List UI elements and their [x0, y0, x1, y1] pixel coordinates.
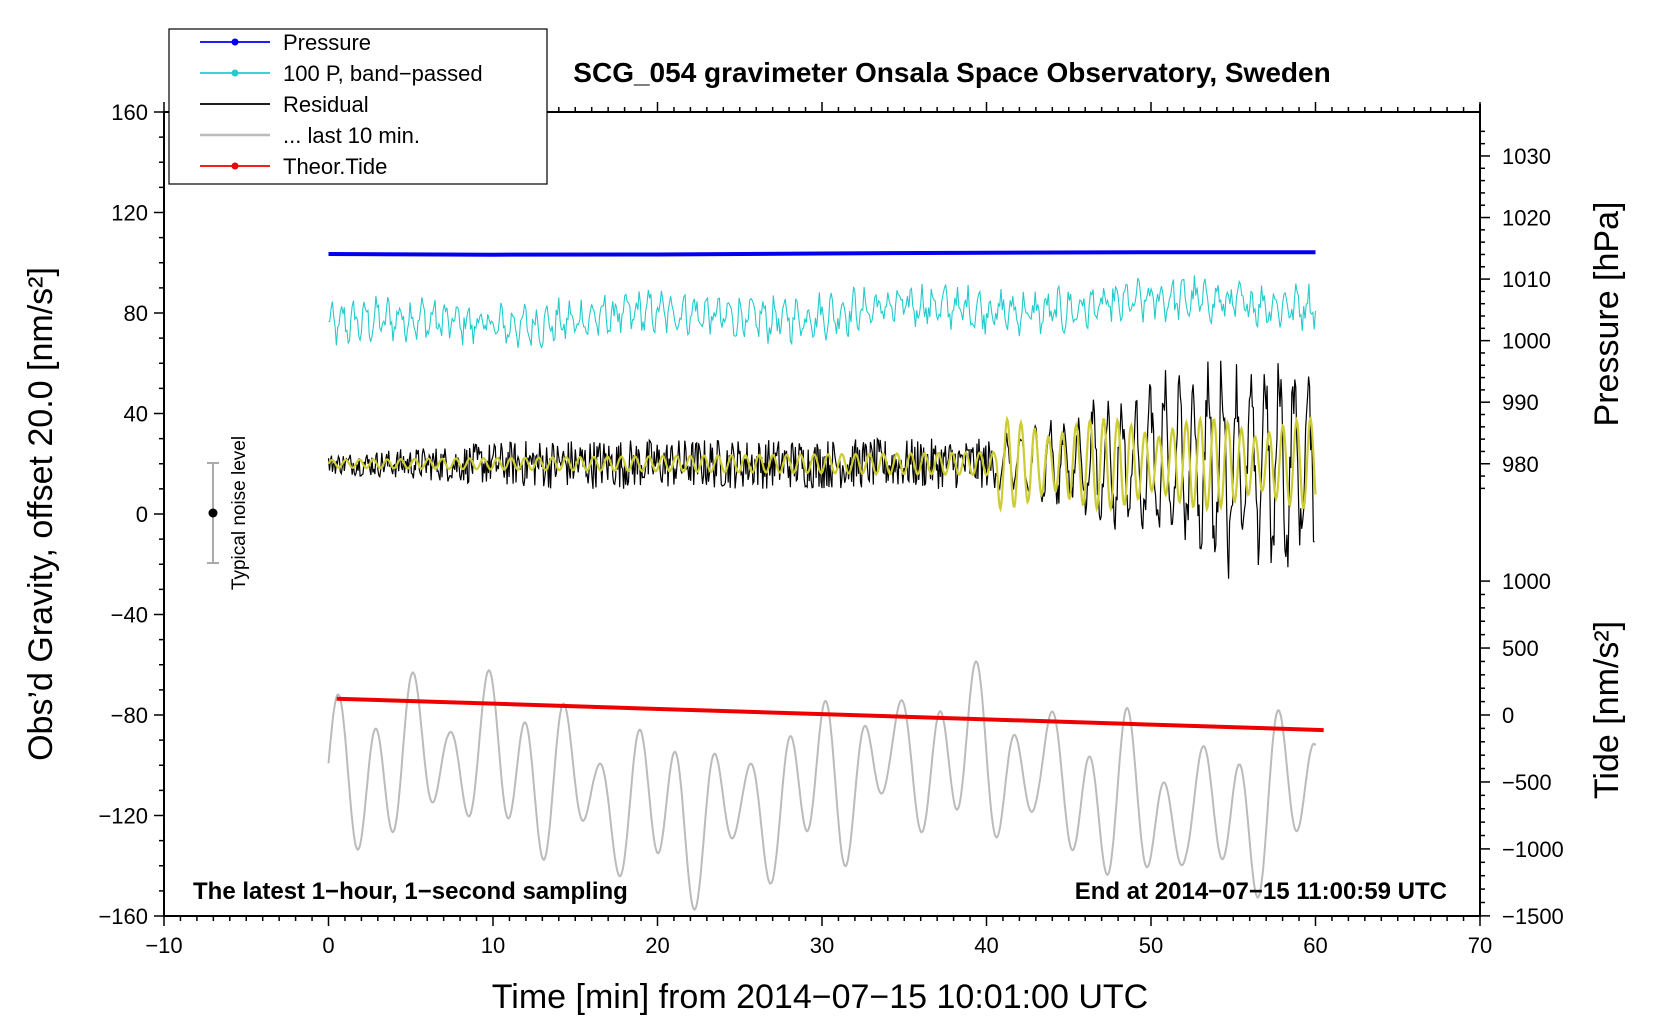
y-tick-label: −160 [98, 904, 148, 929]
tide-tick-label: 500 [1502, 636, 1539, 661]
legend-marker [231, 69, 239, 77]
x-tick-label: 30 [810, 933, 834, 958]
noise-label: Typical noise level [229, 436, 250, 590]
x-tick-label: 0 [322, 933, 334, 958]
y-tick-label: 0 [136, 502, 148, 527]
pressure-tick-labels: 1030 1020 1010 1000 990 980 [1502, 144, 1551, 477]
x-tick-label: 10 [481, 933, 505, 958]
legend-label: Pressure [283, 30, 371, 55]
legend-label: ... last 10 min. [283, 123, 420, 148]
pressure-tick-label: 1030 [1502, 144, 1551, 169]
tide-tick-label: 0 [1502, 703, 1514, 728]
y-tick-label: −120 [98, 804, 148, 829]
pressure-tick-label: 1010 [1502, 267, 1551, 292]
plot-frame [163, 111, 1481, 917]
noise-dot [208, 508, 218, 518]
annotation-bottom-right: End at 2014−07−15 11:00:59 UTC [1075, 878, 1447, 905]
pressure-tick-label: 1020 [1502, 206, 1551, 231]
annotation-bottom-left: The latest 1−hour, 1−second sampling [193, 878, 628, 905]
legend-box [168, 28, 548, 185]
series-smoothed-residual [327, 414, 1317, 513]
x-tick-labels: −10 0 10 20 30 40 50 60 70 [145, 933, 1492, 958]
y-tick-label: 120 [111, 201, 148, 226]
series-last-10-min [327, 660, 1317, 911]
series-theoretical-tide [336, 696, 1324, 733]
x-tick-label: 50 [1139, 933, 1163, 958]
pressure-tick-label: 990 [1502, 390, 1539, 415]
y-tick-label: 160 [111, 100, 148, 125]
legend: Pressure 100 P, band−passed Residual ... la… [168, 28, 548, 185]
tide-tick-label: −500 [1502, 770, 1552, 795]
y-axis-label-tide: Tide [nm/s²] [1588, 621, 1626, 799]
x-tick-label: −10 [145, 933, 182, 958]
legend-label: 100 P, band−passed [283, 61, 483, 86]
x-tick-label: 20 [645, 933, 669, 958]
chart-title: SCG_054 gravimeter Onsala Space Observat… [573, 57, 1330, 88]
y-tick-label: 40 [124, 402, 148, 427]
y-axis-label-left: Obs’d Gravity, offset 20.0 [nm/s²] [22, 267, 60, 761]
pressure-tick-label: 1000 [1502, 329, 1551, 354]
pressure-tick-label: 980 [1502, 452, 1539, 477]
tick-marks [154, 102, 1490, 926]
y-tick-label: −40 [111, 603, 148, 628]
tide-tick-labels: 1000 500 0 −500 −1000 −1500 [1502, 569, 1564, 929]
legend-label: Residual [283, 92, 369, 117]
y-axis-label-pressure: Pressure [hPa] [1588, 202, 1626, 427]
series-residual [327, 360, 1315, 579]
x-tick-label: 40 [974, 933, 998, 958]
x-axis-label: Time [min] from 2014−07−15 10:01:00 UTC [492, 978, 1148, 1016]
y-tick-label: −80 [111, 703, 148, 728]
x-tick-label: 70 [1468, 933, 1492, 958]
legend-label: Theor.Tide [283, 154, 387, 179]
tide-tick-label: −1500 [1502, 904, 1564, 929]
legend-items: Pressure 100 P, band−passed Residual ... la… [200, 30, 483, 179]
tide-tick-label: 1000 [1502, 569, 1551, 594]
series-band-passed-pressure [328, 275, 1317, 349]
series-layer [327, 250, 1324, 911]
y-tick-labels: 160 120 80 40 0 −40 −80 −120 −160 [98, 100, 148, 929]
x-tick-label: 60 [1303, 933, 1327, 958]
legend-marker [231, 38, 239, 46]
tide-tick-label: −1000 [1502, 837, 1564, 862]
y-tick-label: 80 [124, 301, 148, 326]
series-pressure [328, 250, 1316, 257]
noise-marker: Typical noise level [207, 436, 250, 590]
legend-marker [231, 162, 239, 170]
